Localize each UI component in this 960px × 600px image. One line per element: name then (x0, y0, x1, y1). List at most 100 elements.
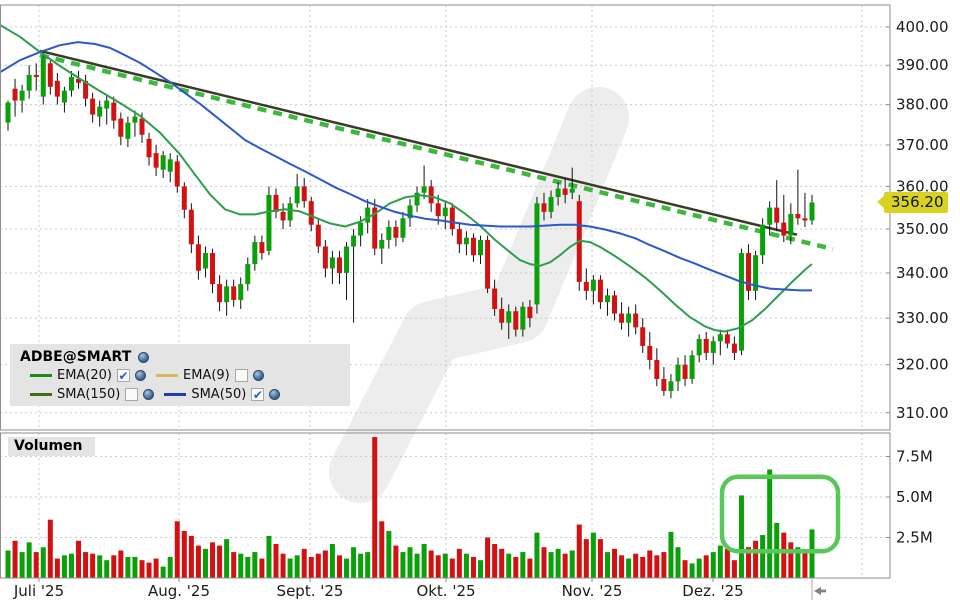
volume-bar (421, 543, 427, 578)
volume-bar (731, 560, 737, 578)
volume-bar (231, 552, 237, 578)
volume-bar (273, 543, 279, 578)
candle (809, 202, 815, 221)
volume-bar (40, 547, 46, 578)
volume-bar (724, 548, 730, 578)
candle (647, 345, 653, 360)
indicator-checkbox[interactable] (125, 388, 139, 401)
candle (238, 284, 244, 300)
volume-bar (541, 547, 547, 578)
volume-bar (781, 532, 787, 578)
candles-layer (5, 51, 815, 399)
candle (633, 313, 639, 328)
volume-bar (322, 550, 328, 578)
volume-bar (132, 556, 138, 578)
candle (202, 253, 208, 269)
volume-bar (562, 553, 568, 578)
volume-panel-title-text: Volumen (14, 438, 83, 454)
volume-panel-title: Volumen (8, 437, 95, 456)
legend-item-sma150: SMA(150) (30, 387, 155, 402)
candle (597, 279, 603, 303)
globe-icon[interactable] (143, 389, 155, 400)
globe-icon[interactable] (252, 370, 264, 381)
indicator-label: EMA(9) (183, 368, 230, 383)
volume-bar (315, 553, 321, 578)
candle (245, 264, 251, 285)
volume-bar (181, 531, 187, 578)
candle (19, 90, 25, 101)
volume-bar (245, 556, 251, 578)
candle (555, 188, 561, 197)
volume-bar (400, 552, 406, 578)
volume-bar (760, 535, 766, 578)
candle (463, 237, 469, 245)
candle (604, 295, 610, 303)
candle (210, 253, 216, 285)
downtrend-dashed (39, 53, 834, 252)
candle (12, 88, 18, 101)
price-axis-label: 390.00 (896, 56, 949, 74)
candle (760, 224, 766, 256)
candle (548, 196, 554, 212)
tag-arrow-icon (877, 195, 885, 210)
price-axis-label: 340.00 (896, 264, 949, 282)
volume-bar (809, 529, 815, 578)
volume-bar (753, 540, 759, 578)
volume-bar (456, 548, 462, 578)
indicator-checkbox[interactable] (234, 369, 248, 382)
candle (174, 161, 180, 187)
candle (181, 186, 187, 210)
volume-axis-label: 7.5M (896, 448, 933, 466)
volume-bar (407, 547, 413, 578)
volume-bar (499, 548, 505, 578)
candle (294, 186, 300, 204)
candle (33, 74, 39, 77)
volume-bar (513, 556, 519, 578)
volume-bar (696, 558, 702, 578)
globe-icon[interactable] (269, 389, 281, 400)
price-axis-label: 330.00 (896, 309, 949, 327)
candle (287, 203, 293, 221)
volume-layer (5, 437, 815, 578)
candle (372, 207, 378, 249)
downtrend-solid (39, 49, 798, 236)
volume-bar (583, 539, 589, 578)
volume-bar (336, 555, 342, 578)
candle (132, 116, 138, 123)
indicator-checkbox[interactable]: ✔ (117, 368, 131, 383)
line-swatch (156, 374, 179, 377)
volume-bar (68, 553, 74, 578)
candle (266, 194, 272, 251)
candle (513, 311, 519, 330)
volume-bar (703, 555, 709, 578)
volume-bar (33, 552, 39, 578)
volume-bar (520, 552, 526, 578)
volume-bar (97, 555, 103, 578)
candle (259, 242, 265, 254)
volume-bar (259, 558, 265, 578)
indicator-checkbox[interactable]: ✔ (251, 387, 265, 402)
month-label: Nov. '25 (562, 582, 623, 600)
candle (54, 80, 60, 97)
candle (703, 338, 709, 353)
volume-bar (470, 556, 476, 578)
candle (358, 222, 364, 236)
candle (344, 246, 350, 273)
volume-bar (344, 558, 350, 578)
volume-bar (647, 550, 653, 578)
volume-bar (590, 532, 596, 578)
candle (428, 186, 434, 204)
globe-icon[interactable] (135, 370, 147, 381)
globe-icon[interactable] (138, 351, 150, 363)
candle (562, 188, 568, 195)
line-swatch (30, 374, 52, 377)
candle (125, 122, 131, 139)
candle (252, 242, 258, 265)
volume-bar (689, 563, 695, 578)
candle (802, 218, 808, 221)
volume-highlight-box (719, 474, 841, 554)
candle (386, 226, 392, 240)
volume-bar (386, 531, 392, 578)
candle (435, 203, 441, 217)
